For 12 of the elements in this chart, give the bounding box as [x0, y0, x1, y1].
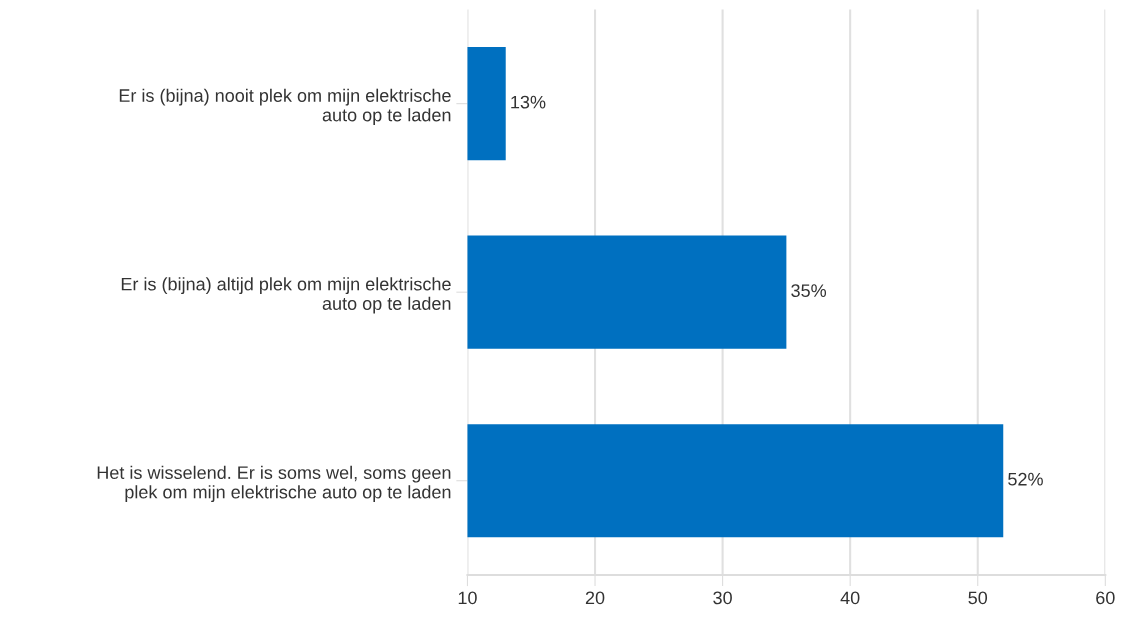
- x-tick-label: 10: [458, 591, 477, 605]
- y-tick-label: Er is (bijna) nooit plek om mijn elektrische auto op te laden: [119, 88, 451, 125]
- data-label: 35%: [791, 284, 827, 298]
- x-tick-label: 50: [968, 591, 988, 605]
- y-tick-label: Er is (bijna) altijd plek om mijn elektrische auto op te laden: [121, 277, 451, 314]
- data-label: 13%: [511, 95, 546, 109]
- x-tick-label: 40: [840, 591, 860, 605]
- x-tick-label: 60: [1096, 591, 1115, 605]
- x-tick-label: 30: [713, 591, 732, 605]
- y-tick-label: Het is wisselend. Er is soms wel, soms geen plek om mijn elektrische auto op te laden: [97, 465, 451, 503]
- data-label: 52%: [1008, 472, 1043, 486]
- x-tick-label: 20: [585, 591, 605, 605]
